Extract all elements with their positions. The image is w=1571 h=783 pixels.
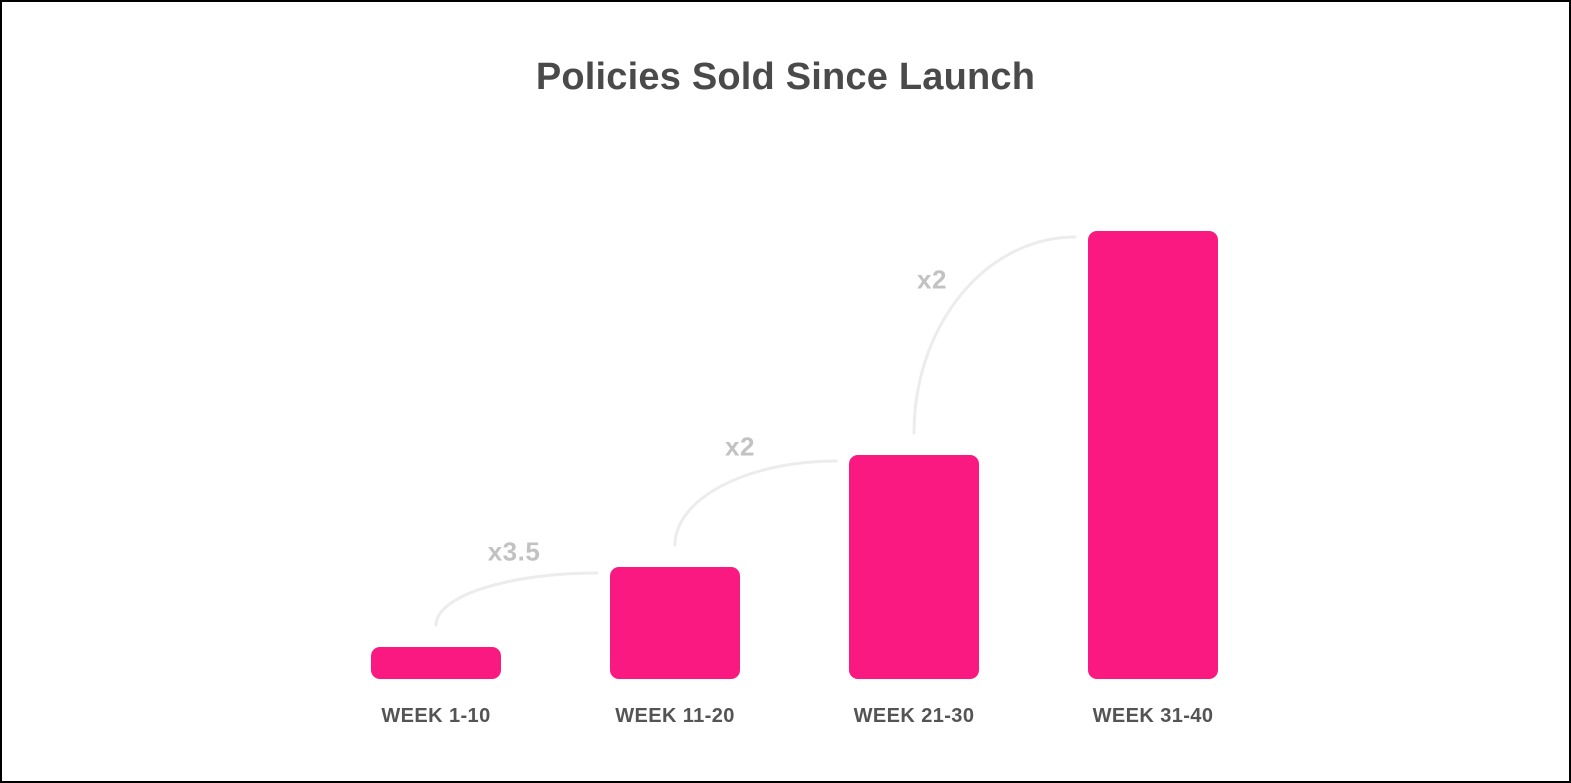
growth-multiplier-label: x2 (917, 264, 947, 295)
growth-multiplier-label: x2 (725, 431, 755, 462)
bar-label: WEEK 11-20 (615, 705, 735, 727)
bar-label: WEEK 31-40 (1092, 705, 1214, 727)
bar-week-11-20 (610, 567, 740, 679)
bar-label: WEEK 1-10 (381, 705, 491, 727)
growth-arc (673, 459, 838, 547)
growth-multiplier-label: x3.5 (487, 536, 541, 567)
growth-arc (434, 571, 599, 627)
bar-week-21-30 (849, 455, 979, 679)
bar-label: WEEK 21-30 (853, 705, 975, 727)
bar-week-1-10 (371, 647, 501, 679)
chart-title: Policies Sold Since Launch (535, 56, 1036, 98)
bar-week-31-40 (1088, 231, 1218, 679)
